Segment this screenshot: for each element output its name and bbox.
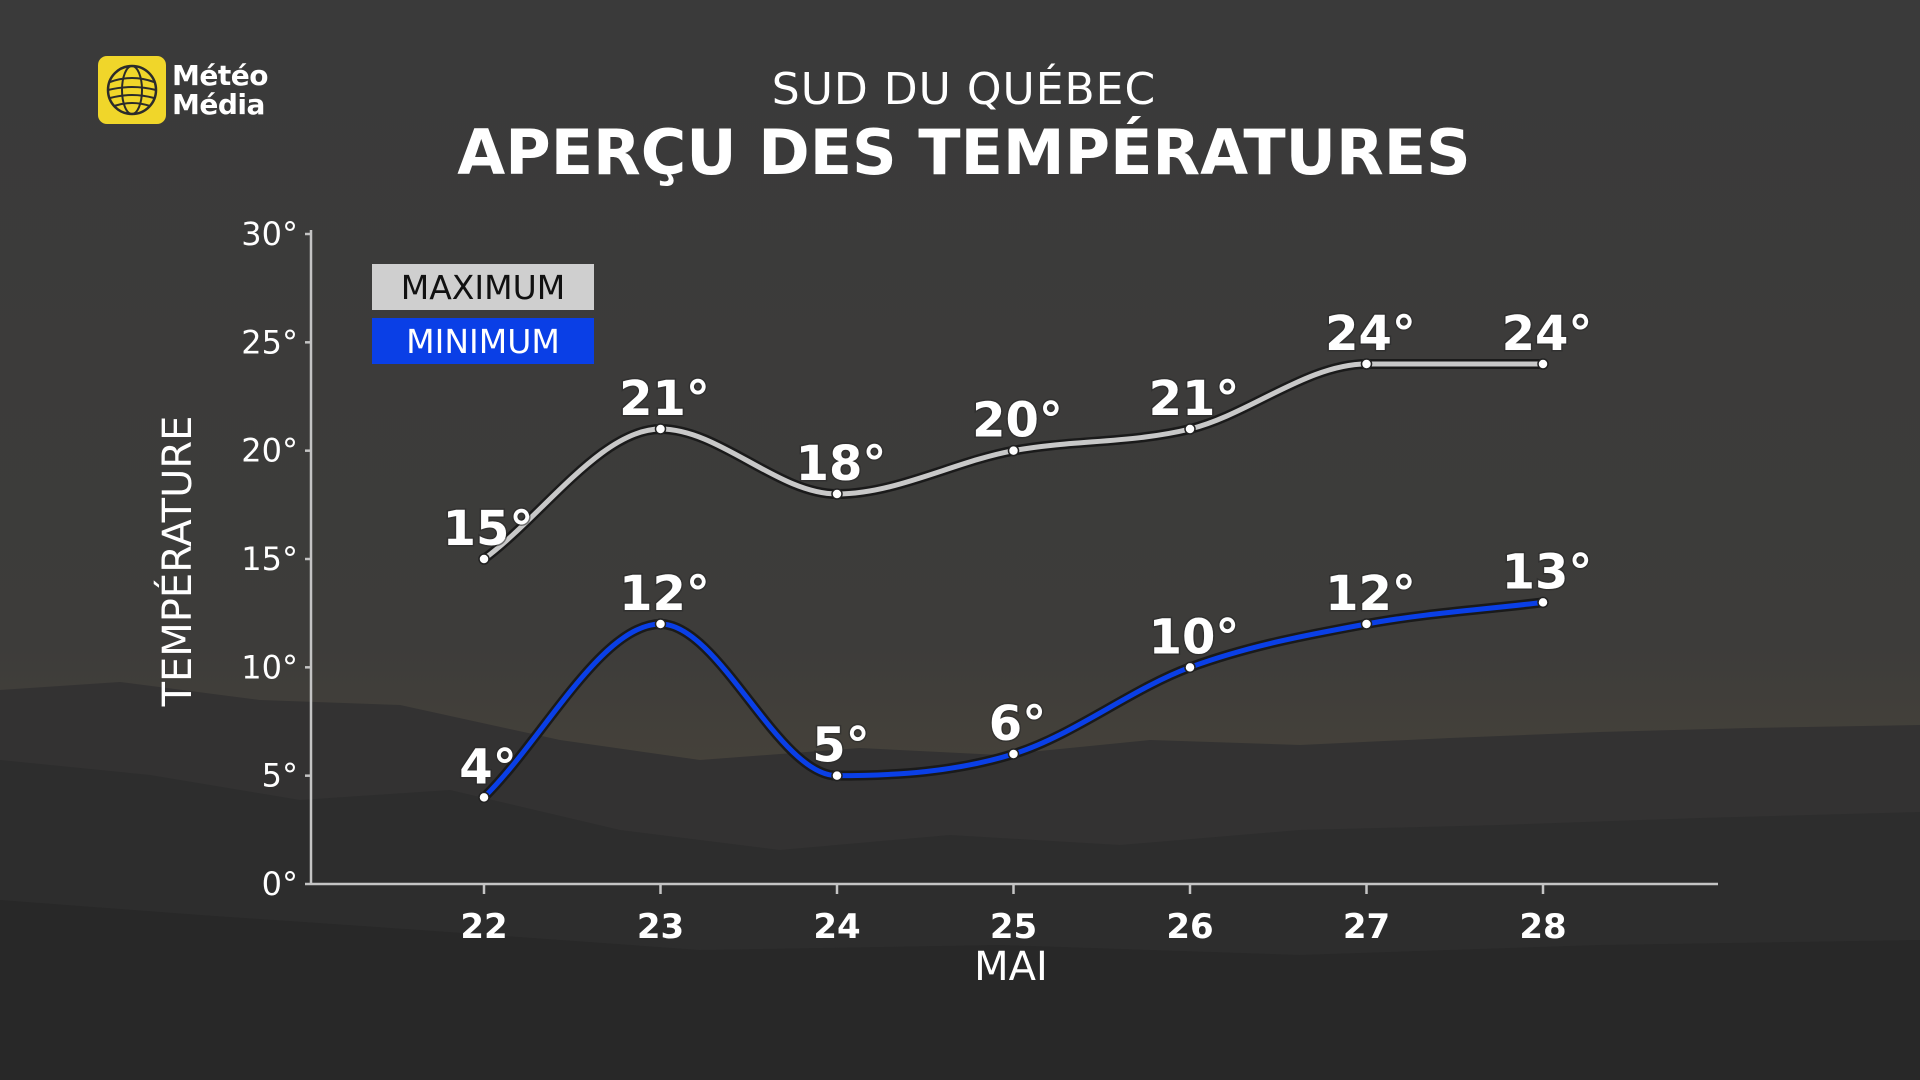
page-title: APERÇU DES TEMPÉRATURES	[457, 116, 1471, 189]
legend-minimum: MINIMUM	[372, 318, 594, 364]
data-label-maximum: 18°	[796, 436, 887, 492]
y-tick-label: 0°	[262, 865, 298, 903]
data-point-maximum	[831, 488, 843, 500]
globe-icon	[98, 56, 166, 124]
data-point-minimum	[831, 769, 843, 782]
x-tick-label: 25	[990, 907, 1037, 947]
data-label-minimum: 6°	[989, 696, 1046, 752]
data-point-minimum	[1360, 618, 1373, 630]
data-label-maximum: 21°	[1149, 371, 1240, 427]
y-axis-title: TEMPÉRATURE	[153, 416, 201, 708]
data-label-maximum: 24°	[1325, 306, 1416, 362]
y-tick-label: 25°	[241, 323, 298, 361]
x-tick-label: 26	[1166, 907, 1213, 947]
y-tick-label: 20°	[241, 432, 298, 470]
meteomedia-logo: Météo Média	[98, 56, 268, 124]
x-axis-title: MAI	[974, 944, 1048, 990]
data-label-maximum: 15°	[443, 501, 534, 557]
x-tick-label: 24	[813, 907, 860, 947]
data-label-maximum: 20°	[972, 393, 1063, 449]
chart-axes: 0° 5° 10° 15° 20° 25° 30° 22 23 24 25 26 27 28	[241, 215, 1718, 947]
data-label-minimum: 5°	[812, 718, 869, 774]
data-label-minimum: 12°	[1325, 566, 1416, 622]
y-tick-label: 30°	[241, 215, 298, 253]
logo-line-2: Média	[172, 88, 265, 121]
chart-points	[478, 358, 1549, 804]
data-point-maximum	[654, 423, 667, 435]
legend-maximum: MAXIMUM	[372, 264, 594, 310]
data-point-maximum	[478, 553, 490, 565]
page-subtitle: SUD DU QUÉBEC	[771, 64, 1157, 115]
chart-legend: MAXIMUM MINIMUM	[372, 264, 594, 372]
y-tick-label: 10°	[241, 648, 298, 686]
data-label-maximum: 21°	[619, 371, 710, 427]
data-label-minimum: 12°	[619, 566, 710, 622]
data-label-minimum: 4°	[459, 739, 516, 795]
x-tick-label: 22	[460, 907, 507, 947]
logo-line-1: Météo	[172, 59, 268, 92]
data-point-minimum	[478, 791, 490, 804]
data-point-maximum	[1360, 358, 1373, 370]
data-point-minimum	[654, 618, 667, 630]
data-point-maximum	[1537, 358, 1549, 370]
data-label-minimum: 13°	[1502, 544, 1593, 600]
data-point-minimum	[1537, 596, 1549, 609]
data-point-maximum	[1184, 423, 1196, 435]
y-tick-label: 15°	[241, 540, 298, 578]
logo-wordmark: Météo Média	[172, 61, 268, 119]
data-point-maximum	[1007, 444, 1020, 457]
chart-data-labels: 15° 21° 18° 20° 21° 24° 24° 4° 12° 5° 6° 10° 12° 13°	[441, 305, 1594, 797]
data-label-maximum: 24°	[1502, 306, 1593, 362]
data-point-minimum	[1007, 748, 1020, 760]
x-tick-label: 27	[1343, 907, 1390, 947]
x-tick-label: 28	[1519, 907, 1566, 947]
x-tick-label: 23	[637, 907, 684, 947]
data-point-minimum	[1184, 661, 1196, 674]
data-label-minimum: 10°	[1149, 609, 1240, 665]
y-tick-label: 5°	[262, 757, 298, 795]
